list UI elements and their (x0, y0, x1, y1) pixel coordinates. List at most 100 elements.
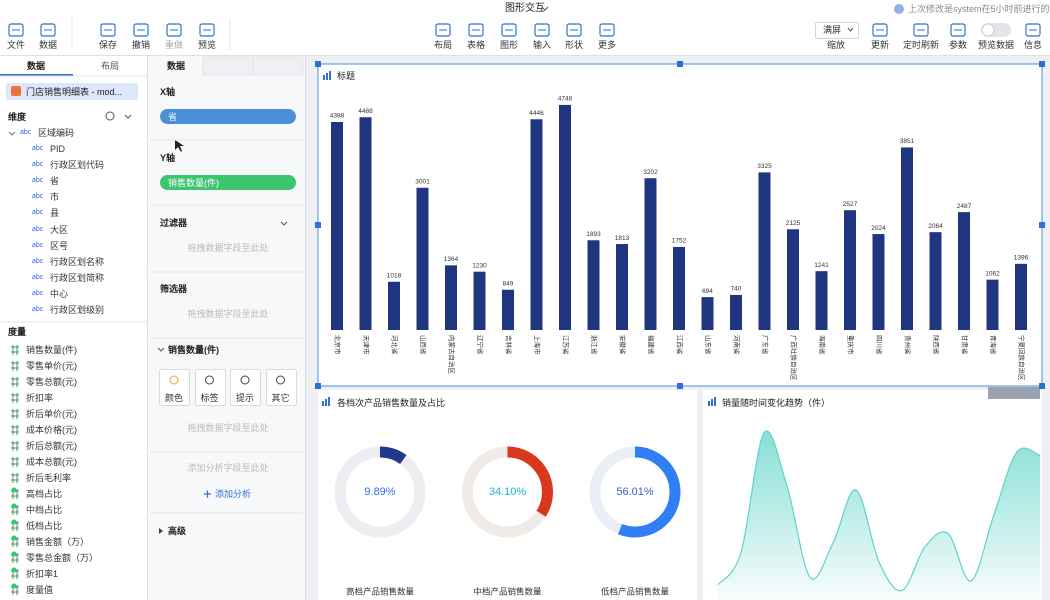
measure-field[interactable]: 折后毛利率 (26, 473, 72, 483)
measure-field[interactable]: 折扣率1 (26, 569, 59, 579)
toolbar-icon (166, 23, 182, 37)
dimension-field[interactable]: 行政区划级别 (50, 305, 105, 315)
toolbar-button[interactable]: 定时刷新 (902, 40, 940, 50)
measure-field[interactable]: 销售金额（万） (26, 537, 90, 547)
data-label: 2024 (871, 225, 886, 232)
measure-field[interactable]: 低档占比 (26, 521, 63, 531)
toolbar-button[interactable]: 数据 (38, 40, 58, 50)
dimension-field[interactable]: 行政区划名称 (50, 256, 105, 267)
measure-icon (11, 361, 19, 371)
dimension-field[interactable]: 省 (50, 176, 60, 187)
toolbar-icon (133, 23, 149, 37)
mark-button-label: 标签 (200, 393, 219, 403)
x-tick-label: 海南省 (818, 335, 827, 355)
dimension-field[interactable]: 中心 (50, 288, 69, 299)
toolbar-button[interactable]: 预览 (197, 40, 217, 50)
dimension-field[interactable]: 县 (50, 208, 60, 219)
measure-field[interactable]: 零售总额(元) (26, 377, 77, 387)
panel-tab[interactable]: 数据 (26, 61, 46, 71)
add-analysis[interactable]: 添加分析 (215, 489, 252, 499)
toolbar-button[interactable]: 形状 (564, 40, 584, 50)
resize-handle (1039, 222, 1045, 228)
toolbar-button[interactable]: 布局 (433, 40, 453, 50)
search-icon (105, 111, 115, 121)
toolbar-button[interactable]: 图形 (499, 40, 519, 50)
expand-triangle (159, 528, 163, 534)
measure-field[interactable]: 零售单价(元) (26, 361, 77, 371)
toolbar-button[interactable]: 更多 (597, 40, 617, 50)
widget-icon (714, 397, 716, 406)
dimension-field[interactable]: 行政区划简称 (50, 272, 105, 283)
x-field-pill[interactable] (160, 109, 296, 124)
toolbar-button[interactable]: 表格 (466, 40, 486, 50)
widget-toolbar[interactable] (988, 387, 1040, 399)
toolbar-button[interactable]: 输入 (532, 40, 552, 50)
measure-field[interactable]: 中档占比 (26, 505, 63, 515)
dataset-selector[interactable] (6, 83, 138, 100)
data-panel (0, 56, 148, 600)
mark-icon (205, 375, 214, 385)
toolbar-button[interactable]: 缩放 (826, 40, 846, 50)
bar (530, 119, 543, 330)
bar (730, 294, 742, 330)
dimension-field[interactable]: PID (50, 144, 66, 154)
bar (473, 271, 486, 330)
data-label: 1364 (444, 256, 459, 263)
bar (815, 271, 828, 330)
config-tab[interactable]: 数据 (166, 61, 186, 71)
mark-button[interactable] (265, 369, 297, 406)
widget-icon (329, 71, 331, 80)
mark-button[interactable] (194, 369, 226, 406)
toolbar-icon (950, 23, 966, 37)
widget-title: 各档次产品销售数量及占比 (337, 398, 446, 408)
toolbar-icon (8, 23, 24, 37)
toolbar-button[interactable]: 重做 (164, 40, 184, 50)
toolbar-button[interactable]: 预览数据 (977, 40, 1015, 50)
donut-widget[interactable] (318, 390, 697, 600)
measure-field[interactable]: 折后总额(元) (26, 441, 77, 451)
measure-field[interactable]: 折后单价(元) (26, 409, 77, 419)
dimension-field[interactable]: 市 (50, 192, 60, 203)
measure-field[interactable]: 销售数量(件) (26, 345, 77, 355)
data-label: 4748 (558, 96, 573, 103)
data-label: 694 (702, 288, 713, 295)
x-tick-label: 安徽省 (618, 335, 627, 355)
section-title: 维度 (8, 112, 27, 122)
measure-icon (11, 377, 19, 387)
data-label: 3001 (415, 178, 430, 185)
x-tick-label: 河南省 (732, 335, 741, 355)
bar-widget[interactable] (318, 64, 1042, 386)
x-tick-label: 四川省 (875, 335, 884, 355)
data-label: 740 (731, 286, 742, 293)
collapse-icon (124, 114, 132, 119)
type-tag: abc (32, 161, 44, 169)
measure-field[interactable]: 度量值 (26, 585, 54, 595)
dimension-field[interactable]: 区号 (50, 240, 69, 251)
measure-field[interactable]: 零售总金额（万） (26, 553, 99, 563)
toolbar-button[interactable]: 信息 (1023, 40, 1043, 50)
calc-dot (11, 503, 17, 509)
tab-bg (202, 56, 254, 76)
toolbar-button[interactable]: 文件 (6, 40, 26, 50)
measure-field[interactable]: 成本总额(元) (26, 457, 77, 467)
measure-field[interactable]: 成本价格(元) (26, 425, 77, 435)
y-field-pill[interactable] (160, 175, 296, 190)
panel-tab[interactable]: 布局 (100, 61, 120, 71)
toolbar-button[interactable]: 撤销 (131, 40, 151, 50)
measure-icon (11, 457, 19, 467)
mark-button[interactable] (159, 369, 190, 406)
zoom-select[interactable] (815, 22, 859, 39)
widget-icon (708, 401, 710, 406)
dimension-field[interactable]: 大区 (50, 224, 69, 235)
measure-field[interactable]: 折扣率 (26, 393, 54, 403)
data-label: 2487 (957, 203, 972, 210)
measure-field[interactable]: 高档占比 (26, 489, 63, 499)
bar (416, 187, 429, 330)
dimension-field[interactable]: 行政区划代码 (50, 160, 105, 171)
toolbar-button[interactable]: 保存 (98, 40, 118, 50)
dimension-root[interactable]: 区域编码 (38, 128, 75, 138)
bar (673, 246, 685, 330)
mark-button[interactable] (230, 369, 261, 406)
toolbar-button[interactable]: 更新 (870, 40, 890, 50)
toolbar-button[interactable]: 参数 (948, 40, 968, 50)
